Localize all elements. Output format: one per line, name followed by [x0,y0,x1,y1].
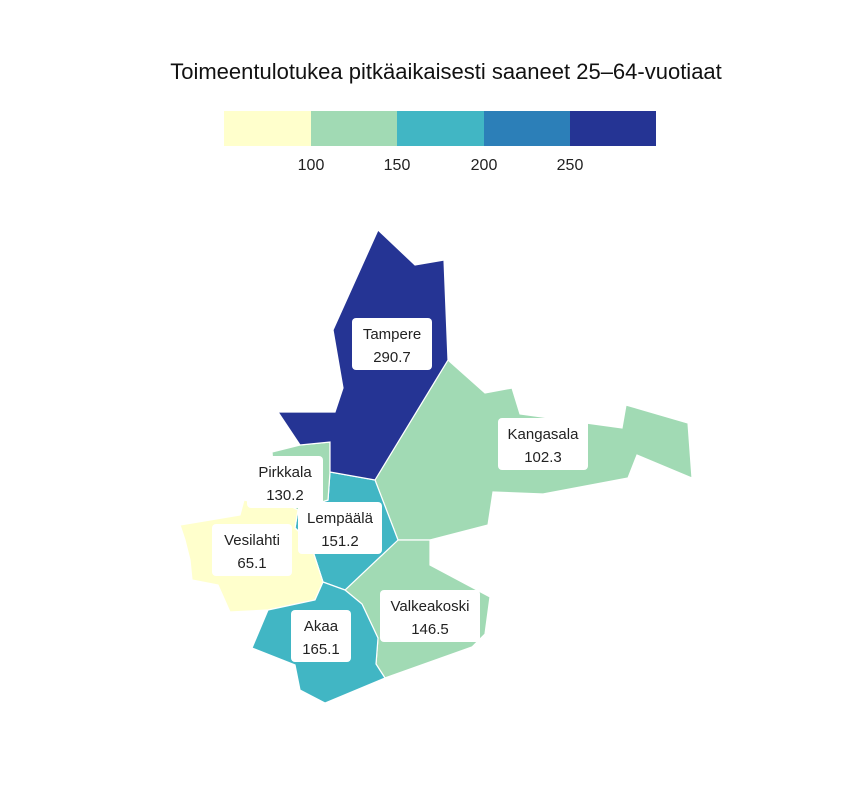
label-tampere-value: 290.7 [373,349,411,366]
label-lempaala-name: Lempäälä [307,510,374,527]
label-valkeakoski: Valkeakoski 146.5 [380,590,480,642]
label-tampere-name: Tampere [363,326,421,343]
label-lempaala-value: 151.2 [321,533,359,550]
legend-swatch-5 [570,111,656,146]
label-tampere: Tampere 290.7 [352,318,432,370]
label-pirkkala: Pirkkala 130.2 [247,456,323,508]
legend-tick-250: 250 [557,157,584,174]
label-vesilahti: Vesilahti 65.1 [212,524,292,576]
map-title: Toimeentulotukea pitkäaikaisesti saaneet… [170,59,722,84]
label-akaa-name: Akaa [304,618,339,635]
region-labels: Tampere 290.7 Kangasala 102.3 Pirkkala 1… [212,318,588,662]
label-pirkkala-value: 130.2 [266,487,304,504]
color-legend: 100 150 200 250 [224,111,656,174]
label-lempaala: Lempäälä 151.2 [298,502,382,554]
label-akaa-value: 165.1 [302,641,340,658]
label-kangasala: Kangasala 102.3 [498,418,588,470]
label-valkeakoski-name: Valkeakoski [391,598,470,615]
label-kangasala-value: 102.3 [524,449,562,466]
label-valkeakoski-value: 146.5 [411,621,449,638]
legend-swatch-1 [224,111,311,146]
legend-tick-150: 150 [384,157,411,174]
legend-swatch-4 [484,111,570,146]
label-vesilahti-value: 65.1 [237,555,266,572]
legend-swatch-3 [397,111,484,146]
label-pirkkala-name: Pirkkala [258,464,312,481]
label-vesilahti-name: Vesilahti [224,532,280,549]
label-kangasala-name: Kangasala [508,426,580,443]
legend-tick-100: 100 [298,157,325,174]
legend-swatch-2 [311,111,397,146]
label-akaa: Akaa 165.1 [291,610,351,662]
legend-tick-200: 200 [471,157,498,174]
